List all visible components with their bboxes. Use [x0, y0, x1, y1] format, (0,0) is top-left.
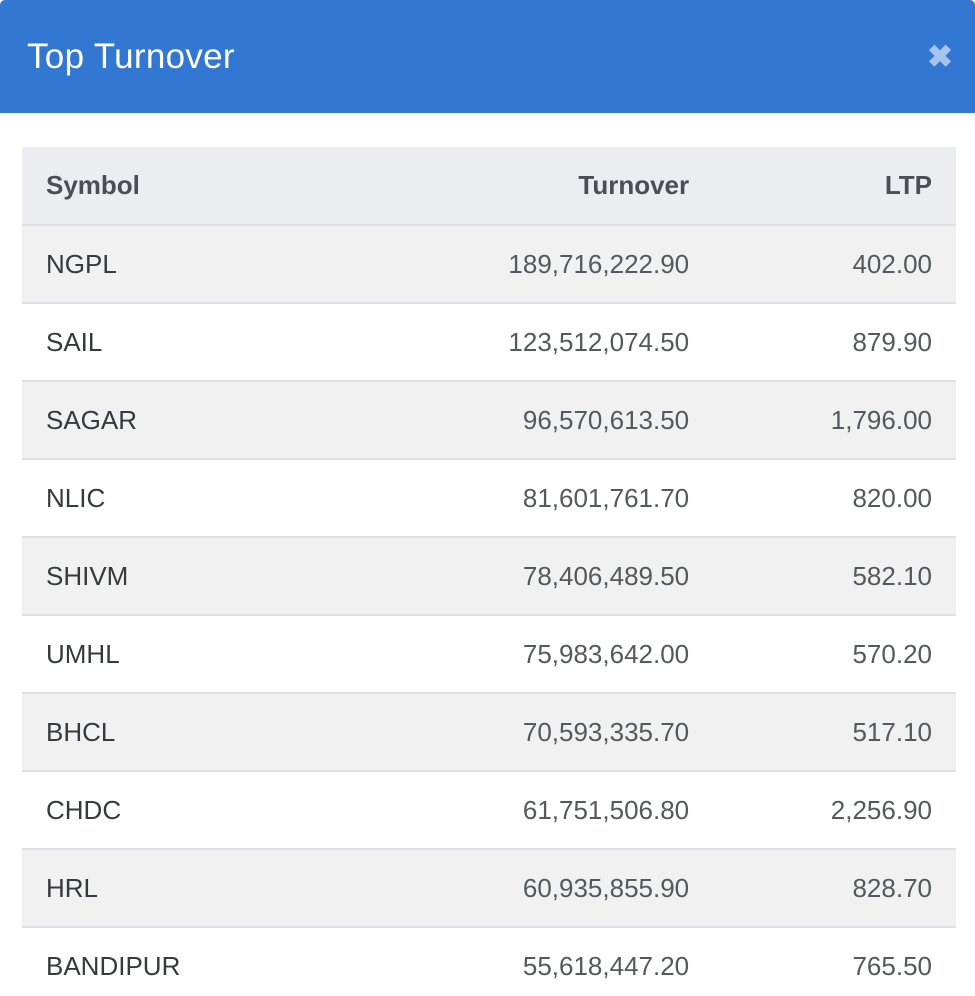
ltp-cell: 828.70: [713, 849, 956, 928]
turnover-cell: 81,601,761.70: [320, 459, 714, 538]
turnover-cell: 70,593,335.70: [320, 693, 714, 772]
table-header-row: Symbol Turnover LTP: [22, 147, 956, 226]
symbol-cell: HRL: [22, 849, 321, 928]
symbol-cell: CHDC: [22, 771, 321, 850]
symbol-cell: NLIC: [22, 459, 321, 538]
symbol-cell: SAIL: [22, 303, 321, 382]
turnover-cell: 96,570,613.50: [320, 381, 714, 460]
ltp-cell: 570.20: [713, 615, 956, 694]
symbol-cell: SHIVM: [22, 537, 321, 616]
modal-title: Top Turnover: [27, 36, 235, 76]
turnover-cell: 189,716,222.90: [320, 225, 714, 304]
symbol-cell: BANDIPUR: [22, 927, 321, 996]
symbol-cell: BHCL: [22, 693, 321, 772]
ltp-cell: 582.10: [713, 537, 956, 616]
close-icon: ✖: [927, 39, 953, 74]
table-row: SAGAR 96,570,613.50 1,796.00: [22, 381, 956, 460]
ltp-cell: 1,796.00: [713, 381, 956, 460]
ltp-cell: 765.50: [713, 927, 956, 996]
turnover-cell: 78,406,489.50: [320, 537, 714, 616]
turnover-cell: 61,751,506.80: [320, 771, 714, 850]
column-header-symbol: Symbol: [22, 147, 321, 226]
table-row: UMHL 75,983,642.00 570.20: [22, 615, 956, 694]
symbol-cell: NGPL: [22, 225, 321, 304]
ltp-cell: 402.00: [713, 225, 956, 304]
ltp-cell: 820.00: [713, 459, 956, 538]
table-row: BANDIPUR 55,618,447.20 765.50: [22, 927, 956, 996]
symbol-cell: UMHL: [22, 615, 321, 694]
turnover-cell: 75,983,642.00: [320, 615, 714, 694]
turnover-cell: 123,512,074.50: [320, 303, 714, 382]
table-row: SHIVM 78,406,489.50 582.10: [22, 537, 956, 616]
column-header-turnover: Turnover: [320, 147, 714, 226]
ltp-cell: 2,256.90: [713, 771, 956, 850]
ltp-cell: 517.10: [713, 693, 956, 772]
table-row: NLIC 81,601,761.70 820.00: [22, 459, 956, 538]
top-turnover-table: Symbol Turnover LTP NGPL 189,716,222.90 40…: [22, 147, 956, 996]
turnover-cell: 55,618,447.20: [320, 927, 714, 996]
turnover-cell: 60,935,855.90: [320, 849, 714, 928]
modal-body: Symbol Turnover LTP NGPL 189,716,222.90 40…: [22, 147, 956, 996]
table-row: BHCL 70,593,335.70 517.10: [22, 693, 956, 772]
table-row: SAIL 123,512,074.50 879.90: [22, 303, 956, 382]
modal-header: Top Turnover ✖: [0, 0, 975, 113]
table-row: CHDC 61,751,506.80 2,256.90: [22, 771, 956, 850]
column-header-ltp: LTP: [713, 147, 956, 226]
symbol-cell: SAGAR: [22, 381, 321, 460]
table-row: HRL 60,935,855.90 828.70: [22, 849, 956, 928]
ltp-cell: 879.90: [713, 303, 956, 382]
close-button[interactable]: ✖: [927, 41, 953, 72]
table-row: NGPL 189,716,222.90 402.00: [22, 225, 956, 304]
